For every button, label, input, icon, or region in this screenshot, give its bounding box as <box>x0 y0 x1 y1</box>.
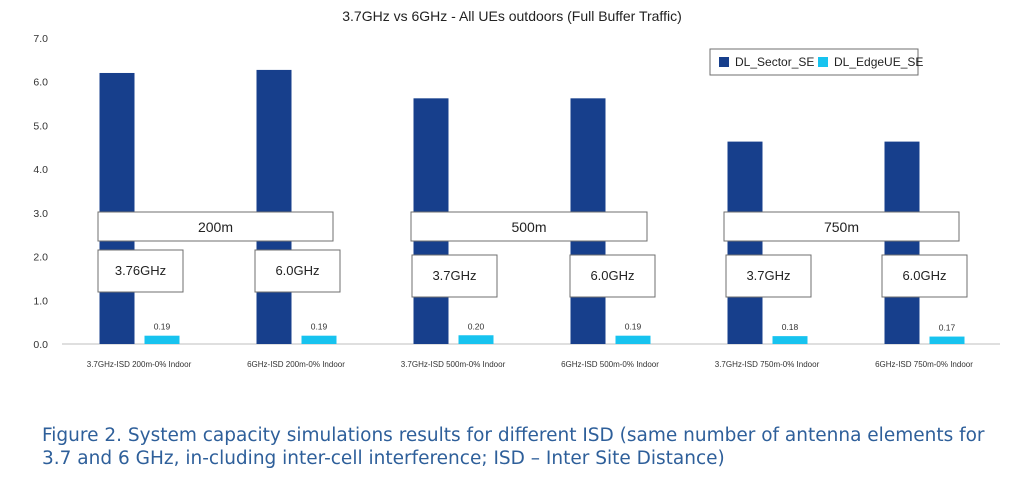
band-annotation-box <box>411 254 498 298</box>
y-tick-label: 2.0 <box>33 252 48 264</box>
band-annotation-label: 6.0GHz <box>902 268 946 283</box>
y-tick-label: 4.0 <box>33 164 48 176</box>
x-tick-label: 3.7GHz-ISD 500m-0% Indoor <box>401 360 506 369</box>
bar-dl-edgeue-se <box>615 335 651 344</box>
bar-dl-edgeue-se <box>772 336 808 344</box>
isd-annotation-box <box>723 211 960 242</box>
band-annotation-label: 3.7GHz <box>432 268 476 283</box>
legend-box <box>709 48 919 76</box>
isd-annotation-label: 200m <box>198 219 233 235</box>
band-annotation-box <box>97 249 184 293</box>
data-label-dl-edgeue-se: 0.18 <box>782 322 799 332</box>
chart-title: 3.7GHz vs 6GHz - All UEs outdoors (Full … <box>342 8 681 24</box>
isd-annotation-box <box>410 211 648 242</box>
bar-dl-sector-se <box>256 69 292 344</box>
band-annotation-box <box>254 249 341 293</box>
data-label-dl-edgeue-se: 0.19 <box>625 322 642 332</box>
y-axis: 0.0 1.0 2.0 3.0 4.0 5.0 6.0 7.0 <box>33 33 48 351</box>
y-tick-label: 1.0 <box>33 295 48 307</box>
x-tick-label: 3.7GHz-ISD 750m-0% Indoor <box>715 360 820 369</box>
bar-dl-edgeue-se <box>144 335 180 344</box>
band-annotation-box <box>881 254 968 298</box>
band-annotation-box <box>569 254 656 298</box>
isd-annotation-box <box>97 211 334 242</box>
bar-dl-sector-se <box>99 72 135 344</box>
legend-label-dl-edgeue-se: DL_EdgeUE_SE <box>834 55 923 69</box>
legend-swatch-dl-sector-se <box>719 57 729 67</box>
x-tick-label: 6GHz-ISD 500m-0% Indoor <box>561 360 659 369</box>
x-tick-label: 3.7GHz-ISD 200m-0% Indoor <box>87 360 192 369</box>
annotations: 200m 500m 750m 3.76GHz 6.0GHz 3.7GHz 6.0GHz 3.7… <box>97 211 968 298</box>
data-label-dl-edgeue-se: 0.19 <box>154 322 171 332</box>
data-label-dl-edgeue-se: 0.19 <box>311 322 328 332</box>
legend: DL_Sector_SE DL_EdgeUE_SE <box>709 48 923 76</box>
legend-label-dl-sector-se: DL_Sector_SE <box>735 55 814 69</box>
bar-dl-sector-se <box>884 141 920 344</box>
bar-dl-edgeue-se <box>458 335 494 344</box>
bars: 0.19 0.19 0.20 0.19 0.18 0.17 <box>99 69 965 344</box>
bar-chart: 3.7GHz vs 6GHz - All UEs outdoors (Full … <box>33 8 1000 369</box>
y-tick-label: 0.0 <box>33 339 48 351</box>
band-annotation-box <box>725 254 812 298</box>
isd-annotation-label: 750m <box>824 219 859 235</box>
band-annotation-label: 6.0GHz <box>275 263 319 278</box>
x-axis: 3.7GHz-ISD 200m-0% Indoor 6GHz-ISD 200m-0… <box>87 360 973 369</box>
band-annotation-label: 3.76GHz <box>115 263 166 278</box>
band-annotation-label: 3.7GHz <box>746 268 790 283</box>
isd-annotation-label: 500m <box>511 219 546 235</box>
legend-swatch-dl-edgeue-se <box>818 57 828 67</box>
x-tick-label: 6GHz-ISD 750m-0% Indoor <box>875 360 973 369</box>
bar-dl-edgeue-se <box>301 335 337 344</box>
data-label-dl-edgeue-se: 0.17 <box>939 323 956 333</box>
bar-dl-edgeue-se <box>929 336 965 344</box>
bar-dl-sector-se <box>727 141 763 344</box>
y-tick-label: 5.0 <box>33 120 48 132</box>
y-tick-label: 3.0 <box>33 208 48 220</box>
y-tick-label: 6.0 <box>33 77 48 89</box>
figure-caption: Figure 2. System capacity simulations re… <box>42 425 985 469</box>
data-label-dl-edgeue-se: 0.20 <box>468 321 485 331</box>
y-tick-label: 7.0 <box>33 33 48 45</box>
x-tick-label: 6GHz-ISD 200m-0% Indoor <box>247 360 345 369</box>
band-annotation-label: 6.0GHz <box>590 268 634 283</box>
